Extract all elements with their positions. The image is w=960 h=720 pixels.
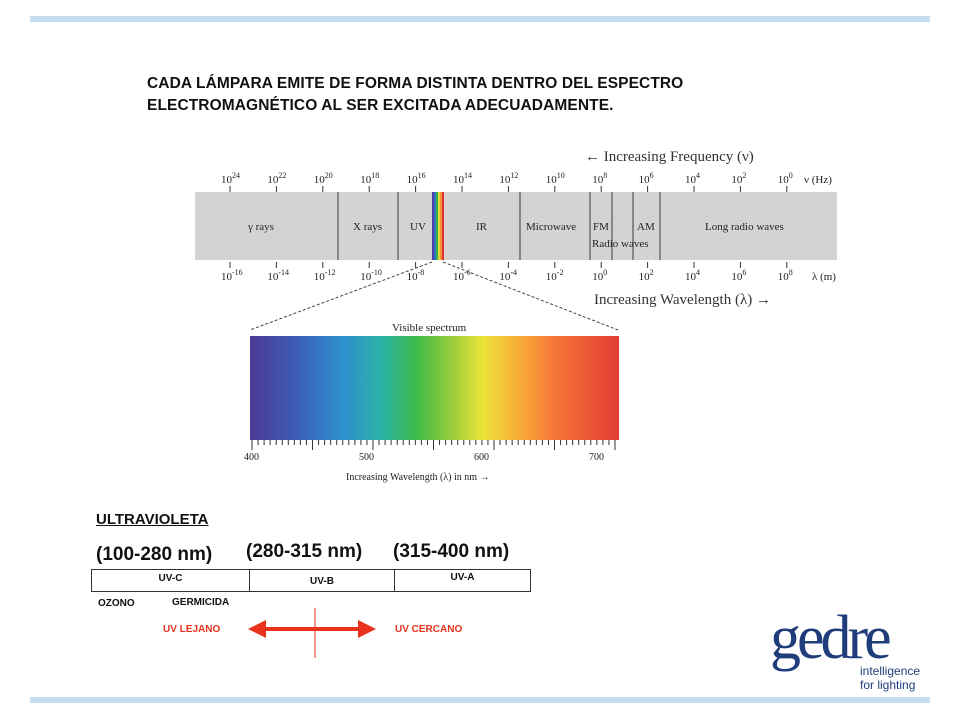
radio-waves-label: Radio waves [592, 238, 649, 250]
region-label: Microwave [526, 221, 576, 233]
uvc-label: UV-C [158, 573, 183, 584]
uva-label: UV-A [450, 572, 475, 583]
arrow-head-right [358, 620, 376, 638]
top-rule [30, 16, 930, 22]
uva-range: (315-400 nm) [393, 541, 510, 562]
uvb-band: UV-B [249, 569, 395, 592]
frequency-tick-label: 1016 [407, 171, 426, 186]
stripe-segment [436, 192, 438, 260]
visible-tick-label: 500 [359, 452, 374, 463]
visible-axis-label: Increasing Wavelength (λ) in nm → [346, 472, 490, 483]
wavelength-tick-label: 10-6 [453, 268, 471, 283]
uv-near-label: UV CERCANO [395, 624, 463, 635]
region-label: AM [637, 221, 655, 233]
frequency-tick-label: 100 [778, 171, 793, 186]
visible-stripe [432, 192, 444, 260]
uvc-range: (100-280 nm) [96, 544, 213, 565]
uvc-band: UV-C [91, 569, 250, 592]
visible-spectrum-bar [250, 336, 619, 440]
logo-wordmark: gedre [770, 604, 890, 672]
wavelength-tick-label: 100 [592, 268, 607, 283]
frequency-tick-label: 1018 [360, 171, 379, 186]
wavelength-tick-label: 106 [731, 268, 746, 283]
region-label: FM [593, 221, 609, 233]
stripe-segment [440, 192, 442, 260]
wavelength-tick-label: 10-10 [360, 268, 382, 283]
wavelength-tick-label: 10-14 [267, 268, 289, 283]
zoom-line-left [249, 261, 433, 331]
visible-spectrum-title: Visible spectrum [392, 322, 467, 334]
stripe-segment [442, 192, 444, 260]
stripe-segment [438, 192, 440, 260]
wavelength-tick-label: 10-12 [314, 268, 336, 283]
frequency-tick-label: 1022 [267, 171, 286, 186]
stripe-segment [434, 192, 436, 260]
uva-band: UV-A [394, 569, 531, 592]
visible-tick-label: 700 [589, 452, 604, 463]
region-label: IR [476, 221, 488, 233]
frequency-tick-label: 1024 [221, 171, 240, 186]
uvb-label: UV-B [310, 576, 334, 587]
wavelength-tick-label: 10-16 [221, 268, 243, 283]
frequency-tick-label: 1014 [453, 171, 472, 186]
wavelength-tick-label: 10-8 [407, 268, 425, 283]
gedre-logo: gedre [770, 604, 894, 672]
visible-tick-label: 400 [244, 452, 259, 463]
frequency-tick-label: 1010 [546, 171, 565, 186]
germicida-label: GERMICIDA [172, 597, 230, 608]
uvb-range: (280-315 nm) [246, 541, 363, 562]
wavelength-tick-label: 10-4 [499, 268, 517, 283]
heading-line-2: ELECTROMAGNÉTICO AL SER EXCITADA ADECUAD… [147, 97, 614, 114]
logo-tagline-line1: intelligence [860, 664, 921, 678]
region-labels: γ rays X rays UV IR Microwave FM AM Long radio … [247, 221, 784, 250]
stripe-segment [432, 192, 434, 260]
em-band [195, 192, 837, 260]
bottom-rule [30, 697, 930, 703]
wavelength-tick-label: 104 [685, 268, 700, 283]
region-label: UV [410, 221, 426, 233]
arrow-head-left [248, 620, 266, 638]
frequency-unit: ν (Hz) [804, 174, 832, 186]
frequency-tick-label: 102 [731, 171, 746, 186]
wavelength-title: Increasing Wavelength (λ) → [594, 292, 771, 308]
visible-tick-label: 600 [474, 452, 489, 463]
frequency-tick-label: 1020 [314, 171, 333, 186]
frequency-title: ← Increasing Frequency (ν) [585, 149, 754, 165]
wavelength-tick-label: 102 [639, 268, 654, 283]
ozono-label: OZONO [98, 598, 135, 609]
heading-line-1: CADA LÁMPARA EMITE DE FORMA DISTINTA DEN… [147, 75, 684, 92]
logo-tagline-line2: for lighting [860, 678, 916, 692]
em-spectrum-diagram: ← Increasing Frequency (ν) Increasing Wa… [195, 149, 837, 483]
region-label: γ rays [247, 221, 274, 233]
region-label: X rays [353, 221, 382, 233]
frequency-ticks: 1024 1022 1020 1018 1016 1014 1012 1010 108 106 10… [221, 171, 832, 192]
uv-far-label: UV LEJANO [163, 624, 221, 635]
visible-ticks: 400 500 600 700 [244, 440, 616, 463]
uv-title: ULTRAVIOLETA [96, 511, 209, 528]
heading: CADA LÁMPARA EMITE DE FORMA DISTINTA DEN… [147, 73, 907, 117]
wavelength-ticks: 10-16 10-14 10-12 10-10 10-8 10-6 10-4 10-2 100 1… [221, 262, 836, 283]
frequency-tick-label: 1012 [499, 171, 518, 186]
logo-tagline: intelligence for lighting [860, 664, 920, 692]
wavelength-tick-label: 10-2 [546, 268, 564, 283]
wavelength-tick-label: 108 [778, 268, 793, 283]
wavelength-unit: λ (m) [812, 271, 836, 283]
band-dividers [337, 192, 661, 260]
region-label: Long radio waves [705, 221, 784, 233]
frequency-tick-label: 108 [592, 171, 607, 186]
zoom-line-right [442, 261, 619, 331]
frequency-tick-label: 104 [685, 171, 700, 186]
frequency-tick-label: 106 [639, 171, 654, 186]
